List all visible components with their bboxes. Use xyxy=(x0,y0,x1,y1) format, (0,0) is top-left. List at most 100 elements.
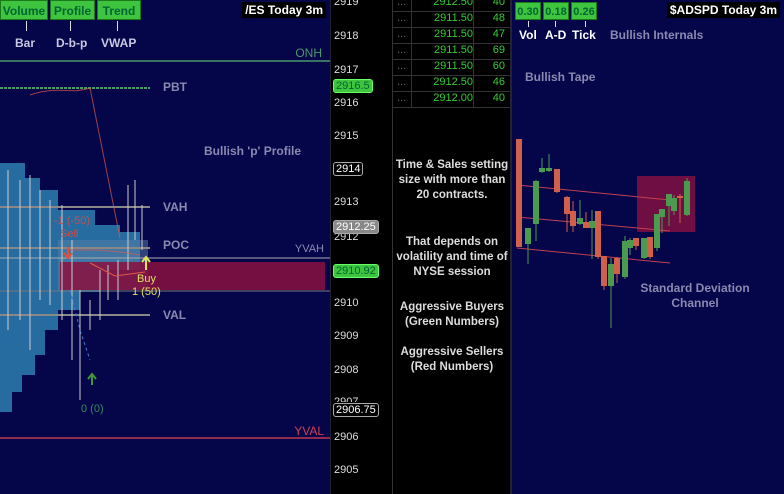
price-axis[interactable]: 2919 2918 2917 2916 2915 2913 2912 2910 … xyxy=(330,0,392,494)
axis-tick: 2919 xyxy=(334,0,359,8)
internal-vol-label: Vol xyxy=(519,28,537,42)
candle-body xyxy=(601,256,607,286)
candle-body xyxy=(525,228,531,244)
candle-body xyxy=(659,209,665,217)
tas-price: 2912.50 xyxy=(433,0,473,8)
candle-body xyxy=(666,194,672,206)
channel-note: Standard Deviation Channel xyxy=(640,281,750,310)
candle-body xyxy=(654,214,660,248)
candle-body xyxy=(647,237,653,257)
candle-body xyxy=(608,264,614,286)
candle-body xyxy=(546,168,552,171)
tas-price: 2912.50 xyxy=(433,76,473,88)
vwap-price-marker: 2910.92 xyxy=(333,264,379,278)
buy-qty: 1 (50) xyxy=(132,286,161,298)
axis-tick: 2907 xyxy=(334,396,359,402)
tas-row: ... 2911.50 69 xyxy=(393,44,511,60)
tas-size: 60 xyxy=(492,60,505,72)
vwap-line xyxy=(29,87,141,256)
axis-tick: 2916 xyxy=(334,97,359,109)
tas-price: 2912.00 xyxy=(433,92,473,104)
tas-price: 2911.50 xyxy=(434,12,473,24)
candle-body xyxy=(564,197,570,214)
candle-body xyxy=(622,241,628,277)
onh-label: ONH xyxy=(295,46,322,60)
tas-row: ... 2912.50 40 xyxy=(393,0,511,12)
internal-ad-value[interactable]: 0.18 xyxy=(543,2,569,20)
tas-price: 2911.50 xyxy=(434,60,473,72)
tas-note-buyers: Aggressive Buyers (Green Numbers) xyxy=(399,301,505,328)
yval-label: YVAL xyxy=(294,424,324,438)
tas-size: 40 xyxy=(492,0,505,8)
candle-body xyxy=(533,181,539,224)
tas-row: ... 2911.50 47 xyxy=(393,28,511,44)
trend-line xyxy=(89,262,146,277)
chart-title: /ES Today 3m xyxy=(242,2,326,18)
candle-body xyxy=(595,211,601,257)
tas-row: ... 2912.50 46 xyxy=(393,76,511,92)
internals-note: Bullish Internals xyxy=(610,28,704,42)
candle-body xyxy=(677,196,683,198)
candle-body xyxy=(641,238,647,258)
marker-2906-75: 2906.75 xyxy=(333,403,379,417)
es-chart-canvas xyxy=(0,60,330,439)
tas-size: 46 xyxy=(492,76,505,88)
trend-button[interactable]: Trend xyxy=(97,0,141,20)
axis-tick: 2912 xyxy=(334,231,359,243)
tas-dots: ... xyxy=(397,60,407,72)
profile-button[interactable]: Profile xyxy=(50,0,95,20)
channel-lower xyxy=(516,247,671,264)
es-chart-panel[interactable]: Volume Profile Trend Bar D-b-p VWAP /ES … xyxy=(0,0,330,494)
flat-qty: 0 (0) xyxy=(81,403,104,415)
internal-ad-label: A-D xyxy=(545,28,567,42)
marker-2914: 2914 xyxy=(333,162,364,176)
tas-size: 40 xyxy=(492,92,505,104)
price-bars xyxy=(7,170,143,400)
candle-body xyxy=(516,139,522,247)
axis-tick: 2917 xyxy=(334,64,359,76)
candle-body xyxy=(570,211,576,226)
axis-tick: 2913 xyxy=(334,196,359,208)
axis-tick: 2915 xyxy=(334,130,359,142)
axis-tick: 2905 xyxy=(334,464,359,476)
candles xyxy=(516,139,690,328)
buy-label: Buy xyxy=(137,273,156,285)
axis-tick: 2918 xyxy=(334,30,359,42)
tas-dots: ... xyxy=(397,76,407,88)
sell-qty: -1 (-50) xyxy=(54,215,91,227)
sell-label: Sell xyxy=(60,228,79,240)
candle-body xyxy=(539,168,545,172)
tas-note-volatility: That depends on volatility and time of N… xyxy=(396,236,508,278)
internal-tick-value[interactable]: 0.26 xyxy=(571,2,597,20)
tas-dots: ... xyxy=(397,44,407,56)
profile-annotation: Bullish 'p' Profile xyxy=(204,144,302,158)
tas-note-size: Time & Sales setting size with more than… xyxy=(395,159,509,201)
tas-note-sellers: Aggressive Sellers (Red Numbers) xyxy=(400,346,504,373)
poc-label: POC xyxy=(163,238,190,252)
adspd-title: $ADSPD Today 3m xyxy=(666,2,780,18)
caption-dbp: D-b-p xyxy=(56,36,88,50)
candle-body xyxy=(614,258,620,274)
tas-size: 48 xyxy=(492,12,505,24)
yesterday-value-zone xyxy=(60,262,325,290)
internal-vol-value[interactable]: 0.30 xyxy=(515,2,541,20)
candle-body xyxy=(577,218,583,224)
axis-tick: 2909 xyxy=(334,330,359,342)
val-label: VAL xyxy=(163,308,187,322)
volume-button[interactable]: Volume xyxy=(0,0,48,20)
axis-tick: 2910 xyxy=(334,297,359,309)
pbt-label: PBT xyxy=(163,80,187,94)
last-price-marker: 2916.5 xyxy=(333,79,373,93)
channel-upper xyxy=(516,184,671,201)
candle-body xyxy=(684,181,690,215)
internal-tick-label: Tick xyxy=(572,28,596,42)
adspd-chart-panel[interactable]: $ADSPD Today 3m 0.30 0.18 0.26 Vol A-D T… xyxy=(510,0,784,494)
time-and-sales[interactable]: ... 2912.50 40... 2911.50 48... 2911.50 47... 2… xyxy=(392,0,511,494)
axis-tick: 2908 xyxy=(334,364,359,376)
tas-dots: ... xyxy=(397,0,407,8)
candle-body xyxy=(583,222,589,228)
vah-label: VAH xyxy=(163,200,188,214)
tas-size: 47 xyxy=(492,28,505,40)
tas-row: ... 2911.50 48 xyxy=(393,12,511,28)
tas-price: 2911.50 xyxy=(434,28,473,40)
